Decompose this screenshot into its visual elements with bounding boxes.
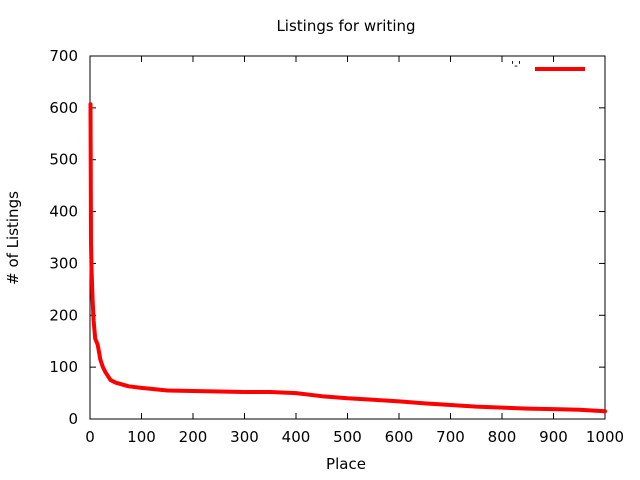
y-tick-label: 500 [49,151,78,169]
x-tick-label: 1000 [586,428,624,446]
x-tick-label: 200 [179,428,208,446]
y-tick-label: 600 [49,99,78,117]
x-tick-label: 100 [127,428,156,446]
y-tick-label: 400 [49,203,78,221]
y-tick-label: 100 [49,358,78,376]
x-tick-label: 300 [230,428,259,446]
y-tick-label: 200 [49,306,78,324]
plot-frame [89,55,606,420]
y-tick-label: 0 [68,410,78,428]
x-tick-label: 800 [488,428,517,446]
x-axis-label: Place [326,455,366,473]
chart-title: Listings for writing [276,17,415,35]
x-tick-label: 600 [385,428,414,446]
x-tick-label: 0 [85,428,95,446]
series-line [88,102,607,414]
legend-label: '-' [511,59,521,72]
x-axis: 0 100 200 300 400 500 600 700 800 900 1000 [85,56,624,446]
x-tick-label: 900 [539,428,568,446]
y-axis-label: # of Listings [4,191,22,285]
y-tick-label: 300 [49,254,78,272]
x-tick-label: 400 [282,428,311,446]
x-tick-label: 500 [333,428,362,446]
x-tick-label: 700 [436,428,465,446]
legend: '-' [511,59,585,72]
y-axis: 0 100 200 300 400 500 600 700 [49,47,605,428]
y-tick-label: 700 [49,47,78,65]
